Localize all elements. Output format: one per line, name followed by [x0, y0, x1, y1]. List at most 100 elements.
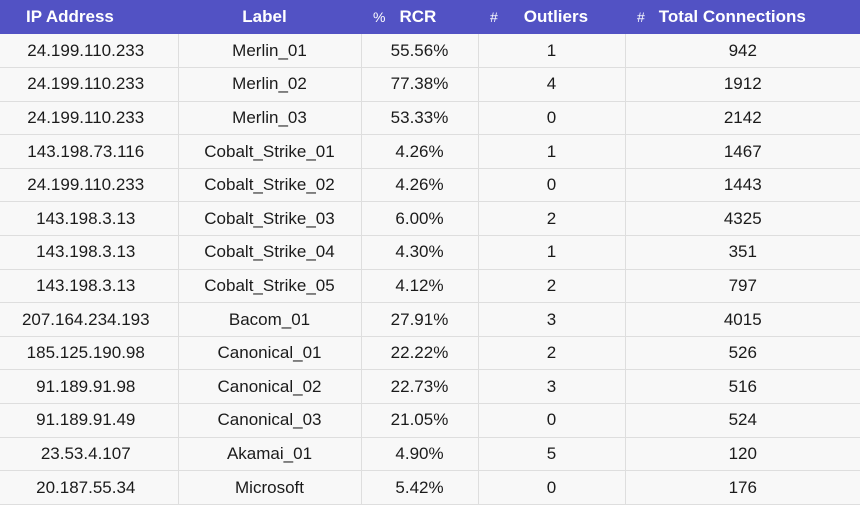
header-row: IP Address Label % RCR # Outliers # Total C…	[0, 0, 860, 34]
cell-outliers: 5	[478, 437, 626, 472]
cell-ip-address: 91.189.91.49	[0, 403, 179, 438]
cell-outliers: 2	[478, 201, 626, 237]
cell-label: Merlin_02	[178, 67, 362, 102]
cell-rcr: 4.12%	[361, 269, 479, 304]
cell-ip-address: 24.199.110.233	[0, 67, 179, 102]
cell-outliers: 0	[478, 470, 626, 505]
cell-label: Cobalt_Strike_05	[178, 269, 362, 304]
table-row[interactable]: 24.199.110.233 Merlin_03 53.33% 0 2142	[0, 101, 860, 136]
cell-ip-address: 143.198.3.13	[0, 201, 179, 237]
cell-total-connections: 120	[625, 437, 860, 472]
header-total-label: Total Connections	[658, 7, 806, 26]
cell-ip-address: 24.199.110.233	[0, 34, 179, 69]
table-row[interactable]: 207.164.234.193 Bacom_01 27.91% 3 4015	[0, 302, 860, 337]
cell-ip-address: 24.199.110.233	[0, 168, 179, 203]
cell-outliers: 1	[478, 134, 626, 169]
cell-total-connections: 351	[625, 235, 860, 270]
column-header-outliers[interactable]: # Outliers	[478, 0, 625, 34]
cell-total-connections: 4015	[625, 302, 860, 337]
cell-outliers: 2	[478, 336, 626, 371]
column-header-rcr[interactable]: % RCR	[361, 0, 478, 34]
cell-ip-address: 24.199.110.233	[0, 101, 179, 136]
cell-label: Canonical_03	[178, 403, 362, 438]
cell-rcr: 21.05%	[361, 403, 479, 438]
cell-label: Merlin_01	[178, 34, 362, 69]
table-row[interactable]: 143.198.3.13 Cobalt_Strike_04 4.30% 1 351	[0, 235, 860, 270]
cell-rcr: 22.73%	[361, 369, 479, 405]
cell-rcr: 77.38%	[361, 67, 479, 102]
cell-rcr: 22.22%	[361, 336, 479, 371]
cell-label: Microsoft	[178, 470, 362, 505]
cell-ip-address: 20.187.55.34	[0, 470, 179, 505]
table-row[interactable]: 143.198.3.13 Cobalt_Strike_03 6.00% 2 4325	[0, 201, 860, 237]
table-row[interactable]: 185.125.190.98 Canonical_01 22.22% 2 526	[0, 336, 860, 371]
cell-rcr: 5.42%	[361, 470, 479, 505]
cell-label: Bacom_01	[178, 302, 362, 337]
cell-rcr: 4.30%	[361, 235, 479, 270]
header-rcr-label: RCR	[399, 7, 437, 26]
header-label-label: Label	[242, 7, 287, 26]
cell-label: Canonical_02	[178, 369, 362, 405]
cell-label: Cobalt_Strike_01	[178, 134, 362, 169]
header-outliers-label: Outliers	[523, 7, 589, 26]
cell-label: Merlin_03	[178, 101, 362, 136]
cell-total-connections: 516	[625, 369, 860, 405]
table-row[interactable]: 143.198.73.116 Cobalt_Strike_01 4.26% 1 1467	[0, 134, 860, 169]
table-row[interactable]: 91.189.91.98 Canonical_02 22.73% 3 516	[0, 369, 860, 405]
cell-label: Akamai_01	[178, 437, 362, 472]
cell-total-connections: 797	[625, 269, 860, 304]
table-row[interactable]: 143.198.3.13 Cobalt_Strike_05 4.12% 2 797	[0, 269, 860, 304]
cell-rcr: 55.56%	[361, 34, 479, 69]
table-row[interactable]: 20.187.55.34 Microsoft 5.42% 0 176	[0, 470, 860, 505]
cell-outliers: 0	[478, 168, 626, 203]
cell-label: Cobalt_Strike_03	[178, 201, 362, 237]
cell-rcr: 53.33%	[361, 101, 479, 136]
cell-ip-address: 143.198.3.13	[0, 235, 179, 270]
column-header-ip-address[interactable]: IP Address	[0, 0, 178, 34]
cell-outliers: 3	[478, 369, 626, 405]
cell-total-connections: 4325	[625, 201, 860, 237]
cell-total-connections: 176	[625, 470, 860, 505]
cell-ip-address: 23.53.4.107	[0, 437, 179, 472]
cell-outliers: 0	[478, 403, 626, 438]
table-row[interactable]: 23.53.4.107 Akamai_01 4.90% 5 120	[0, 437, 860, 472]
cell-total-connections: 2142	[625, 101, 860, 136]
cell-rcr: 4.26%	[361, 134, 479, 169]
cell-total-connections: 1912	[625, 67, 860, 102]
percent-icon: %	[373, 9, 386, 25]
cell-outliers: 1	[478, 235, 626, 270]
cell-ip-address: 207.164.234.193	[0, 302, 179, 337]
cell-rcr: 6.00%	[361, 201, 479, 237]
table-row[interactable]: 91.189.91.49 Canonical_03 21.05% 0 524	[0, 403, 860, 438]
table-row[interactable]: 24.199.110.233 Cobalt_Strike_02 4.26% 0 1443	[0, 168, 860, 203]
cell-outliers: 0	[478, 101, 626, 136]
cell-ip-address: 143.198.3.13	[0, 269, 179, 304]
hash-icon: #	[637, 9, 645, 25]
cell-outliers: 2	[478, 269, 626, 304]
hash-icon: #	[490, 9, 498, 25]
cell-total-connections: 524	[625, 403, 860, 438]
cell-total-connections: 1467	[625, 134, 860, 169]
cell-label: Cobalt_Strike_04	[178, 235, 362, 270]
cell-label: Cobalt_Strike_02	[178, 168, 362, 203]
cell-outliers: 1	[478, 34, 626, 69]
cell-ip-address: 143.198.73.116	[0, 134, 179, 169]
cell-label: Canonical_01	[178, 336, 362, 371]
cell-outliers: 4	[478, 67, 626, 102]
cell-rcr: 4.90%	[361, 437, 479, 472]
cell-ip-address: 91.189.91.98	[0, 369, 179, 405]
header-ip-label: IP Address	[26, 7, 114, 26]
column-header-label[interactable]: Label	[178, 0, 361, 34]
column-header-total-connections[interactable]: # Total Connections	[625, 0, 860, 34]
cell-ip-address: 185.125.190.98	[0, 336, 179, 371]
cell-total-connections: 942	[625, 34, 860, 69]
table-row[interactable]: 24.199.110.233 Merlin_02 77.38% 4 1912	[0, 67, 860, 102]
cell-rcr: 4.26%	[361, 168, 479, 203]
cell-outliers: 3	[478, 302, 626, 337]
table-row[interactable]: 24.199.110.233 Merlin_01 55.56% 1 942	[0, 34, 860, 69]
cell-total-connections: 1443	[625, 168, 860, 203]
table-header: IP Address Label % RCR # Outliers # Total C…	[0, 0, 860, 34]
table-body: 24.199.110.233 Merlin_01 55.56% 1 942 24.199.…	[0, 34, 860, 505]
cell-total-connections: 526	[625, 336, 860, 371]
